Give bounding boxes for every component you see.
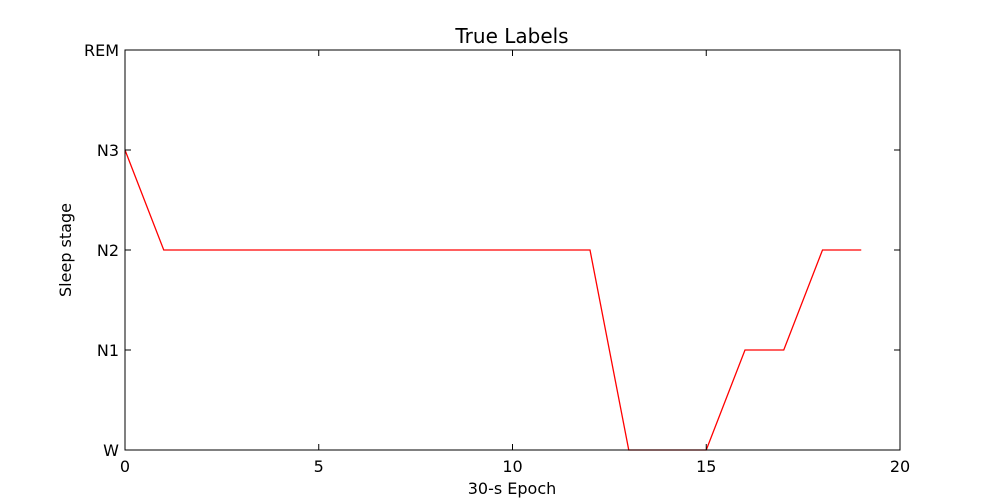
- x-axis-ticks: 0 5 10 15 20: [120, 50, 910, 476]
- y-axis-ticks: W N1 N2 N3 REM: [84, 41, 900, 460]
- y-tick-label: N1: [97, 341, 119, 360]
- y-tick-label: N3: [97, 141, 119, 160]
- x-tick-label: 20: [890, 457, 910, 476]
- plot-frame: [124, 49, 901, 451]
- y-axis-label: Sleep stage: [56, 203, 75, 297]
- y-tick-label: REM: [84, 41, 119, 60]
- y-tick-label: N2: [97, 241, 119, 260]
- x-axis-label: 30-s Epoch: [468, 479, 557, 498]
- x-tick-label: 5: [314, 457, 324, 476]
- y-tick-label: W: [103, 441, 119, 460]
- x-tick-label: 10: [502, 457, 522, 476]
- plot-area: [124, 149, 862, 451]
- chart-title: True Labels: [454, 24, 568, 48]
- x-tick-label: 0: [120, 457, 130, 476]
- series-line-0: [124, 149, 862, 451]
- x-tick-label: 15: [696, 457, 716, 476]
